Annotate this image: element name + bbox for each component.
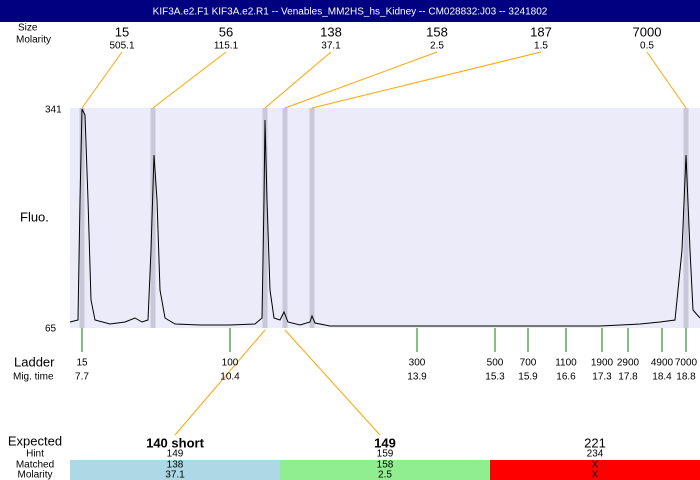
peak-band	[282, 108, 288, 328]
peak-link	[646, 51, 687, 109]
peak-size: 56	[219, 24, 233, 39]
expected-label: Expected	[8, 433, 62, 448]
peak-size: 138	[320, 24, 342, 39]
ladder-time: 18.8	[676, 372, 696, 383]
ladder-size: 1100	[555, 358, 577, 369]
hint-label: Hint	[26, 449, 44, 460]
trace	[69, 108, 700, 327]
axis-top: 341	[45, 105, 62, 116]
axis-label: Fluo.	[20, 209, 49, 224]
peak-size: 158	[426, 24, 448, 39]
peak-molarity: 505.1	[109, 41, 134, 52]
header-bar	[0, 0, 700, 22]
ladder-time: 17.3	[592, 372, 612, 383]
ladder-time: 16.6	[556, 372, 576, 383]
peak-band	[309, 108, 315, 328]
matched: 158	[377, 460, 394, 471]
size-label: Size	[18, 23, 38, 34]
ladder-size: 300	[409, 358, 426, 369]
peak-molarity: 115.1	[214, 41, 239, 52]
ladder-time: 15.9	[518, 372, 538, 383]
molarity-row-label: Molarity	[17, 470, 52, 480]
peak-band	[262, 108, 268, 328]
ladder-size: 700	[520, 358, 537, 369]
peak-molarity: 0.5	[640, 41, 654, 52]
matched-label: Matched	[16, 460, 54, 471]
hint: 159	[377, 449, 394, 460]
matched: X	[592, 460, 599, 471]
molarity-label: Molarity	[16, 35, 51, 46]
plot-area	[70, 108, 700, 328]
ladder-time: 10.4	[220, 372, 240, 383]
peak-molarity: 1.5	[534, 41, 548, 52]
ladder-size: 4900	[651, 358, 674, 369]
expected-size: 140 short	[146, 435, 204, 450]
match-line	[174, 329, 266, 436]
molarity: X	[592, 470, 599, 480]
ladder-time: 17.8	[618, 372, 638, 383]
cell-bg	[70, 460, 280, 480]
peak-band	[150, 108, 156, 328]
peak-bands	[79, 108, 689, 328]
ladder-size: 1900	[591, 358, 614, 369]
peak-molarity: 37.1	[321, 41, 341, 52]
ladder-label: Ladder	[14, 354, 55, 369]
expected-size: 149	[374, 435, 396, 450]
hint: 149	[167, 449, 184, 460]
header-title: KIF3A.e2.F1 KIF3A.e2.R1 -- Venables_MM2H…	[153, 7, 548, 18]
ladder-size: 2900	[617, 358, 640, 369]
ladder-size: 500	[487, 358, 504, 369]
ladder-time: 18.4	[652, 372, 672, 383]
peak-band	[79, 108, 85, 328]
peak-link	[264, 51, 332, 109]
peak-link	[81, 51, 123, 109]
ladder-size: 100	[222, 358, 239, 369]
ladder-size: 15	[76, 358, 88, 369]
molarity: 37.1	[165, 470, 185, 480]
molarity: 2.5	[378, 470, 392, 480]
peak-size: 7000	[633, 24, 662, 39]
peak-molarity: 2.5	[430, 41, 444, 52]
peak-link	[284, 51, 438, 109]
peak-link	[311, 51, 542, 109]
peak-band	[683, 108, 689, 328]
expected-size: 221	[584, 435, 606, 450]
ladder-time: 15.3	[485, 372, 505, 383]
ladder-time: 13.9	[407, 372, 427, 383]
cell-bg	[280, 460, 490, 480]
peak-size: 187	[530, 24, 552, 39]
hint: 234	[587, 449, 604, 460]
time-label: Mig. time	[13, 372, 54, 383]
match-line	[284, 329, 381, 436]
peak-link	[152, 51, 227, 109]
ladder-time: 7.7	[75, 372, 89, 383]
peak-size: 15	[115, 24, 129, 39]
matched: 138	[167, 460, 184, 471]
axis-bottom: 65	[45, 324, 57, 335]
ladder-size: 7000	[675, 358, 698, 369]
cell-bg	[490, 460, 700, 480]
